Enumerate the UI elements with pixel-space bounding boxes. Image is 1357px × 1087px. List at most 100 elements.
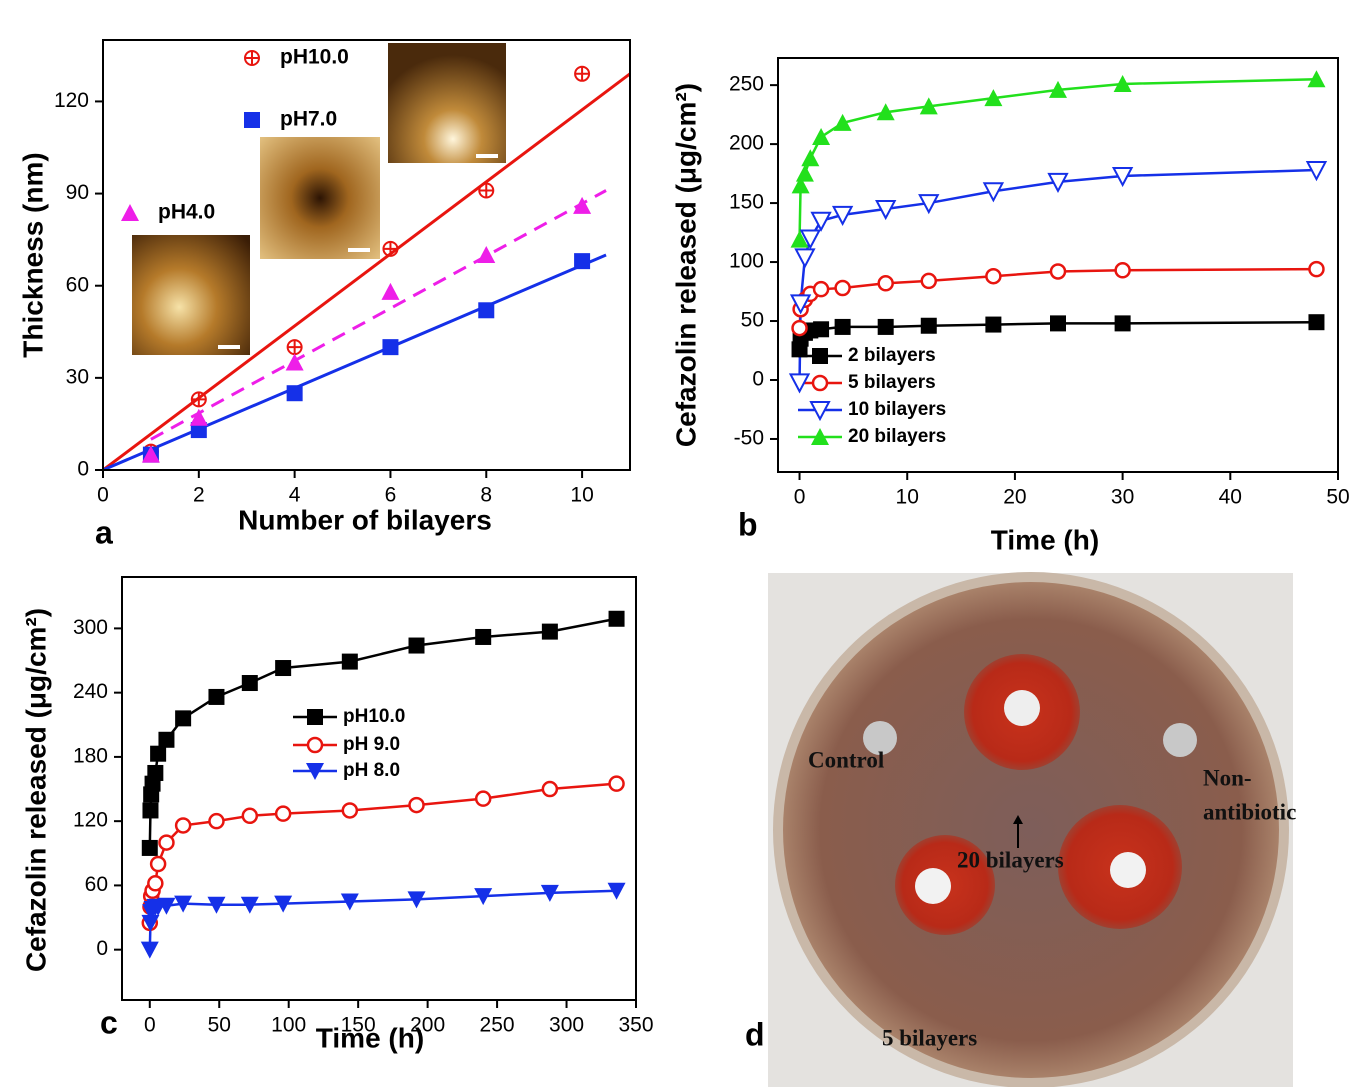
y-tick-label: 0: [752, 368, 764, 391]
x-tick-label: 0: [97, 484, 109, 507]
x-tick-label: 50: [208, 1014, 231, 1037]
marker: [985, 316, 1002, 333]
y-tick-label: 120: [54, 89, 89, 112]
marker: [812, 280, 830, 298]
x-tick-label: 200: [410, 1014, 445, 1037]
y-tick-label: 90: [66, 181, 89, 204]
disk: [1110, 852, 1146, 888]
legend-label: pH4.0: [158, 201, 215, 224]
marker: [877, 318, 894, 335]
x-tick-label: 2: [193, 484, 205, 507]
plot-frame: [121, 576, 637, 1001]
petri-photo: Control Non- antibiotic 20 bilayers 5 bi…: [768, 572, 1296, 1087]
marker: [285, 353, 304, 371]
afm-image: [132, 235, 250, 355]
x-tick-label: 10: [570, 484, 593, 507]
photo-label: antibiotic: [1203, 799, 1296, 824]
disk: [915, 868, 951, 904]
photo-label: Non-: [1203, 765, 1252, 790]
marker: [834, 279, 851, 297]
y-tick-label: 100: [729, 250, 764, 273]
x-tick-label: 4: [289, 484, 301, 507]
marker: [1047, 172, 1069, 193]
y-tick-label: 30: [66, 365, 89, 388]
x-tick-label: 0: [144, 1014, 156, 1037]
marker: [158, 731, 175, 748]
marker: [799, 229, 821, 250]
x-tick-label: 300: [549, 1014, 584, 1037]
marker: [474, 888, 493, 906]
x-tick-label: 8: [480, 484, 492, 507]
marker: [1113, 74, 1132, 92]
plot-frame: [102, 39, 631, 471]
afm-image: [388, 43, 506, 163]
marker: [477, 246, 496, 263]
legend-label: pH10.0: [343, 706, 405, 727]
photo-label: 5 bilayers: [882, 1025, 977, 1050]
panel-label: c: [100, 1004, 118, 1040]
marker: [812, 348, 828, 364]
marker: [341, 653, 358, 670]
marker: [149, 855, 167, 873]
fit-line: [150, 189, 607, 441]
marker: [147, 764, 164, 781]
marker: [274, 895, 293, 913]
y-tick-label: 120: [73, 809, 108, 832]
marker: [157, 897, 176, 915]
y-tick-label: -50: [734, 427, 764, 450]
marker: [1305, 161, 1328, 182]
fit-line: [103, 72, 630, 470]
legend-label: pH 9.0: [343, 734, 400, 755]
legend-label: 20 bilayers: [848, 426, 946, 447]
photo-label: 20 bilayers: [957, 847, 1064, 872]
scale-bar: [348, 248, 370, 252]
x-tick-label: 10: [896, 486, 919, 509]
marker: [147, 875, 164, 892]
marker: [478, 182, 495, 199]
legend-label: 2 bilayers: [848, 345, 936, 366]
legend-label: pH10.0: [280, 46, 349, 69]
marker: [381, 282, 400, 300]
afm-image: [260, 137, 380, 259]
disk: [863, 721, 897, 755]
marker: [306, 736, 324, 754]
marker: [307, 709, 323, 725]
marker: [1308, 260, 1325, 278]
panel-label: b: [738, 506, 758, 542]
marker: [1049, 80, 1067, 98]
marker: [801, 149, 820, 167]
x-tick-label: 30: [1111, 486, 1134, 509]
marker: [190, 391, 207, 408]
y-axis-title: Thickness (nm): [17, 152, 48, 357]
marker: [174, 817, 192, 834]
afm-insets: [132, 43, 506, 355]
marker: [833, 113, 852, 131]
marker: [1114, 262, 1131, 279]
marker: [150, 745, 167, 762]
marker: [275, 660, 292, 677]
scale-bar: [476, 154, 498, 158]
marker: [141, 839, 158, 856]
marker: [1111, 166, 1134, 188]
x-tick-label: 250: [480, 1014, 515, 1037]
marker: [919, 97, 938, 115]
marker: [541, 780, 559, 798]
plot-area: [103, 72, 630, 470]
marker: [985, 267, 1002, 285]
marker: [190, 422, 207, 439]
photo-label: Control: [808, 747, 884, 772]
marker: [877, 275, 894, 292]
disk: [1004, 690, 1040, 726]
y-axis-title: Cefazolin released (μg/cm²): [670, 83, 701, 447]
marker: [1308, 314, 1325, 331]
plot-frame: [777, 57, 1339, 473]
marker: [541, 623, 558, 640]
x-tick-label: 50: [1326, 486, 1349, 509]
marker: [240, 896, 259, 914]
marker: [141, 445, 160, 463]
x-tick-label: 0: [794, 486, 806, 509]
x-tick-label: 100: [271, 1014, 306, 1037]
marker: [811, 374, 829, 392]
marker: [382, 339, 399, 356]
